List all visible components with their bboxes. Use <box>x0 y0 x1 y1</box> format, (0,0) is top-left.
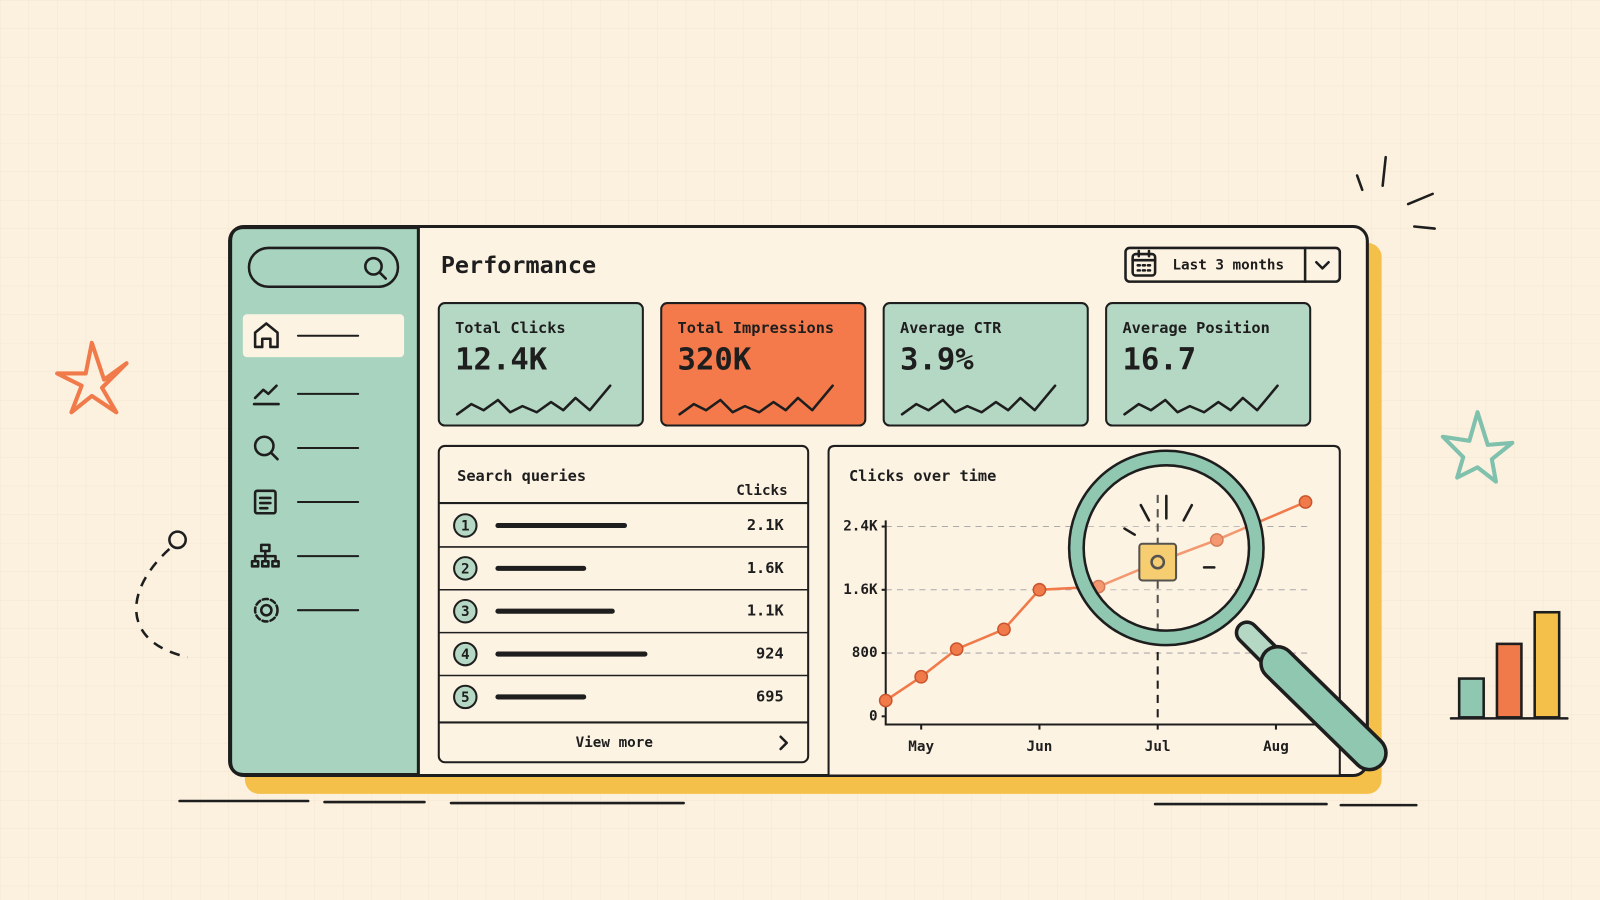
metric-card: Average CTR 3.9% <box>882 302 1089 427</box>
nav-icons <box>250 322 360 623</box>
rank-badge <box>453 641 478 667</box>
date-range: Last 3 months <box>1172 257 1284 273</box>
point <box>914 669 929 684</box>
decorations <box>55 155 1569 807</box>
rank: 5 <box>461 690 470 706</box>
y-tick-label: 1.6K <box>843 582 878 598</box>
rank: 4 <box>461 647 470 663</box>
view-more[interactable]: View more <box>576 735 789 751</box>
chart: 0 800 1.6K 2.4K May Jun Jul Aug <box>843 494 1318 755</box>
query-rows: 1 2.1K 2 1.6K 3 1.1K 4 924 5 695 <box>438 513 809 710</box>
clicks: 924 <box>756 645 784 663</box>
x-tick-label: Jun <box>1027 739 1053 755</box>
divider <box>438 502 809 724</box>
metric-card: Total Clicks 12.4K <box>437 302 644 427</box>
sparkline <box>455 384 612 416</box>
sparkline <box>900 384 1057 416</box>
metric-card: Total Impressions 320K <box>660 302 867 427</box>
chart-panel <box>827 444 1341 775</box>
axes <box>884 520 1318 726</box>
rank-badge <box>453 556 478 581</box>
rank-badge <box>453 598 478 624</box>
card-bg <box>1105 302 1312 427</box>
magnifier <box>1067 449 1388 772</box>
rank: 2 <box>461 561 470 577</box>
card-bg <box>437 302 644 427</box>
card-bg <box>882 302 1089 427</box>
page-title: Performance <box>441 251 596 279</box>
metric-value: 3.9% <box>900 343 974 378</box>
x-tick-label: Jul <box>1145 739 1171 755</box>
rank-badge <box>453 684 478 710</box>
metric-value: 12.4K <box>455 343 548 378</box>
metric-label: Total Impressions <box>678 319 835 337</box>
sparkline <box>1123 384 1279 416</box>
point <box>1032 582 1047 597</box>
y-tick-label: 2.4K <box>843 519 878 535</box>
view-more-label: View more <box>576 735 653 751</box>
rank: 1 <box>461 519 470 535</box>
y-tick-label: 0 <box>869 708 878 724</box>
metric-card: Average Position 16.7 <box>1105 302 1312 427</box>
metric-value: 16.7 <box>1122 343 1196 378</box>
search-box[interactable] <box>247 246 400 289</box>
date-picker[interactable]: Last 3 months <box>1124 246 1342 283</box>
metric-label: Total Clicks <box>455 319 566 337</box>
clicks: 1.6K <box>747 559 785 577</box>
rank-badge <box>453 513 478 538</box>
metric-label: Average CTR <box>900 319 1002 337</box>
y-tick-label: 800 <box>852 645 878 661</box>
point <box>1150 554 1166 570</box>
point <box>878 693 893 708</box>
point <box>1298 495 1313 509</box>
chart-title: Clicks over time <box>849 467 996 485</box>
queries-title: Search queries <box>457 467 586 485</box>
card-bg <box>660 302 867 427</box>
x-tick-label: Aug <box>1263 739 1289 755</box>
metric-label: Average Position <box>1122 319 1269 337</box>
metric-value: 320K <box>678 343 752 378</box>
clicks: 695 <box>756 687 784 705</box>
metric-cards: Total Clicks 12.4K Total Impressions 320K Av… <box>437 302 1312 427</box>
clicks: 1.1K <box>747 602 785 620</box>
rank: 3 <box>461 604 470 620</box>
point <box>949 642 964 656</box>
sparkline <box>678 384 834 416</box>
point <box>997 622 1011 637</box>
column-header: Clicks <box>736 483 788 499</box>
point <box>1209 533 1224 547</box>
x-tick-label: May <box>908 739 934 755</box>
clicks: 2.1K <box>747 516 785 534</box>
